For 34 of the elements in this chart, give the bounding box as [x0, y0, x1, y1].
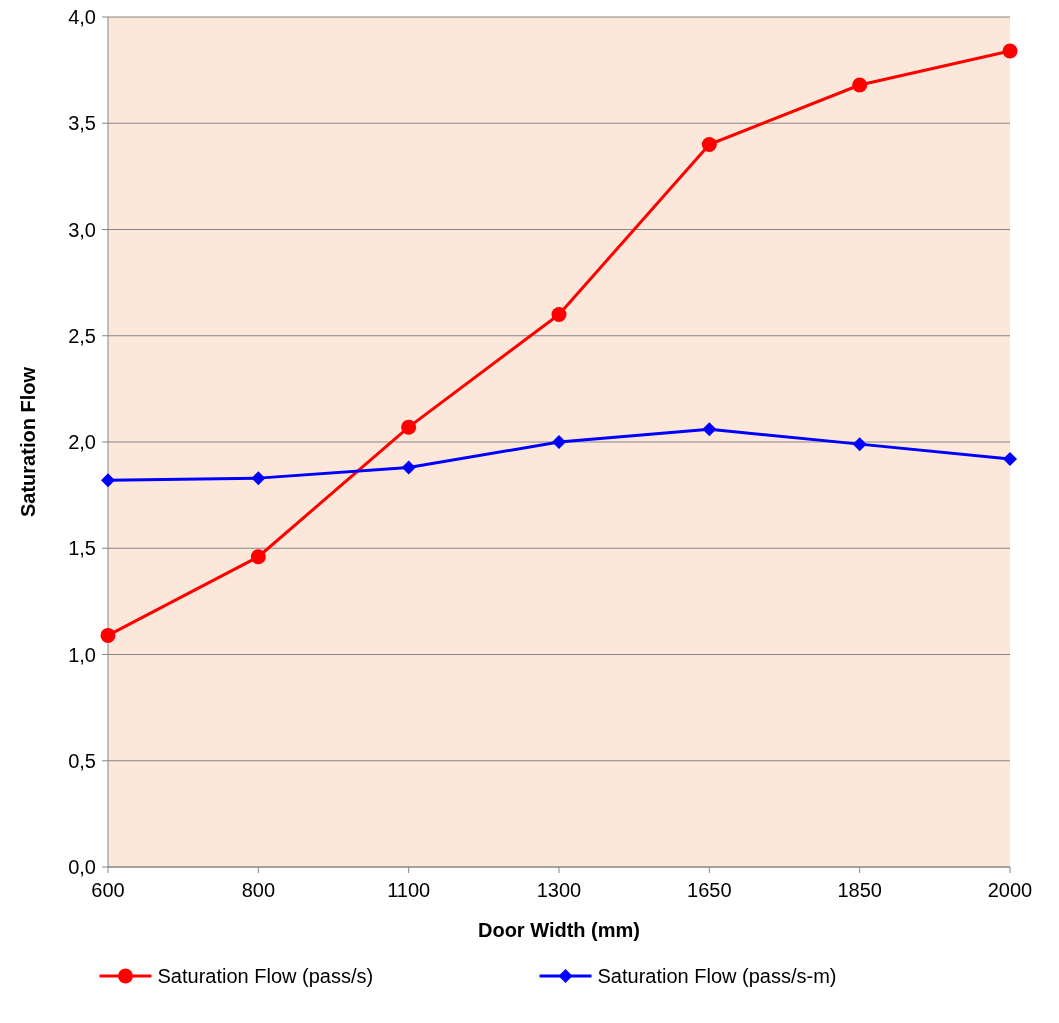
point [100, 627, 116, 643]
y-tick-label: 1,0 [68, 643, 96, 666]
legend-label: Saturation Flow (pass/s) [157, 965, 374, 987]
point [852, 77, 868, 93]
point [701, 137, 717, 152]
x-tick-label: 800 [241, 879, 276, 901]
point [1002, 43, 1018, 59]
y-tick-label: 1,5 [68, 537, 96, 560]
x-tick-label: 1850 [837, 879, 882, 901]
point [101, 473, 115, 488]
y-tick-label: 2,5 [68, 324, 96, 347]
point [552, 435, 566, 449]
point [251, 471, 266, 486]
legend-label: Saturation Flow (pass/s-m) [597, 965, 837, 987]
y-axis-title: Saturation Flow [17, 366, 39, 517]
point [401, 419, 417, 435]
point [852, 437, 867, 452]
y-tick-label: 0,5 [68, 749, 96, 772]
x-tick-label: 1300 [536, 879, 582, 901]
point [250, 549, 266, 565]
x-tick-label: 2000 [987, 879, 1033, 901]
point [1003, 452, 1017, 466]
y-tick-label: 2,0 [68, 431, 96, 453]
point [551, 307, 567, 322]
y-tick-label: 0,0 [68, 856, 96, 878]
y-tick-label: 3,0 [68, 218, 96, 241]
x-tick-label: 600 [91, 879, 125, 901]
y-tick-label: 4,0 [68, 6, 96, 28]
x-tick-label: 1100 [387, 879, 431, 901]
point [401, 460, 416, 475]
x-axis-title: Door Width (mm) [477, 919, 641, 941]
x-tick-label: 1650 [687, 879, 732, 901]
y-tick-label: 3,5 [68, 112, 96, 135]
point [702, 422, 717, 437]
